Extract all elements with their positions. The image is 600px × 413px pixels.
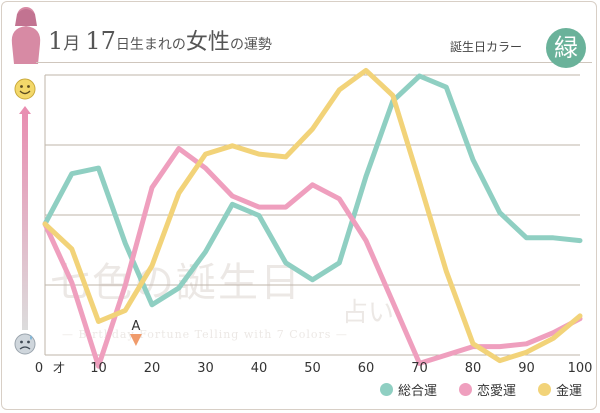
sad-face-icon: [14, 333, 36, 355]
subject: 女性: [185, 30, 230, 55]
series-line-1: [42, 146, 583, 369]
header-divider: [36, 62, 592, 63]
x-axis-ticks: 0 10 20 30 40 50 60 70 80 90 100 才: [35, 361, 593, 376]
title-suffix: の運勢: [229, 37, 272, 53]
x-tick-label: 60: [358, 361, 375, 376]
legend-swatch: [380, 383, 393, 396]
x-tick-label: 50: [304, 361, 321, 376]
series-lines: [42, 67, 583, 369]
watermark-uranai: 占い: [342, 298, 395, 328]
legend-label: 金運: [556, 384, 583, 399]
woman-silhouette-icon: [11, 7, 41, 64]
birthday-color-badge: 緑: [546, 28, 586, 68]
page-title: 1月 17日生まれの女性の運勢: [48, 24, 272, 60]
legend-swatch: [459, 383, 472, 396]
legend-item-money: 金運: [538, 380, 582, 399]
x-tick-label: 70: [411, 361, 428, 376]
smiley-face-icon: [14, 78, 36, 100]
month-number: 1: [48, 27, 64, 55]
legend-item-love: 恋愛運: [459, 380, 516, 399]
birthday-color-label: 誕生日カラー: [450, 40, 523, 54]
day-unit: 日生まれの: [115, 37, 186, 53]
x-tick-label: 10: [90, 361, 107, 376]
legend-label: 恋愛運: [477, 384, 517, 399]
x-unit-label: 才: [53, 361, 65, 375]
series-line-2: [42, 67, 583, 364]
age-marker: A: [129, 319, 142, 346]
day-number: 17: [85, 27, 116, 55]
x-tick-label: 20: [144, 361, 161, 376]
x-tick-label: 40: [251, 361, 268, 376]
x-tick-label: 90: [518, 361, 535, 376]
x-tick-label: 30: [197, 361, 214, 376]
watermark: 七色の誕生日 占い — Birthday Fortune Telling wit…: [50, 250, 394, 341]
legend-label: 総合運: [398, 384, 438, 399]
x-tick-label: 80: [465, 361, 482, 376]
marker-label: A: [131, 319, 140, 334]
marker-triangle: [129, 334, 142, 346]
legend-swatch: [538, 383, 551, 396]
mood-scale: [14, 78, 36, 355]
month-unit: 月: [63, 34, 81, 54]
x-tick-label: 0: [35, 361, 43, 376]
series-line-0: [42, 73, 583, 308]
x-tick-label: 100: [568, 361, 593, 376]
mood-arrow: [19, 106, 31, 330]
legend-item-overall: 総合運: [380, 380, 437, 399]
